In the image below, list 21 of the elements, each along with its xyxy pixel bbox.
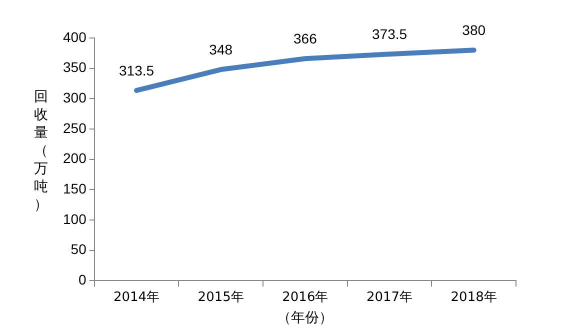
y-axis-title: 回收量（万吨） <box>33 88 49 214</box>
x-tick-label: 2015年 <box>198 290 244 305</box>
y-tick-label: 300 <box>63 90 87 106</box>
x-tick-label: 2017年 <box>366 290 413 305</box>
x-tick-label: 2018年 <box>450 290 497 305</box>
data-label: 348 <box>209 41 233 58</box>
data-label: 366 <box>294 30 318 46</box>
x-tick-label: 2014年 <box>113 290 160 305</box>
y-tick-label: 50 <box>70 241 87 258</box>
x-axis-title: （年份） <box>277 310 334 326</box>
y-tick-label: 0 <box>78 271 87 288</box>
data-label: 313.5 <box>119 62 154 78</box>
y-tick-label: 150 <box>63 180 87 196</box>
y-tick-label: 200 <box>63 150 87 166</box>
data-label: 373.5 <box>372 26 408 42</box>
y-tick-label: 250 <box>63 120 87 136</box>
y-tick-label: 400 <box>63 28 87 45</box>
x-tick-label: 2016年 <box>282 290 328 305</box>
data-label: 380 <box>462 22 486 38</box>
y-tick-label: 350 <box>63 59 87 76</box>
y-tick-label: 100 <box>63 210 87 227</box>
